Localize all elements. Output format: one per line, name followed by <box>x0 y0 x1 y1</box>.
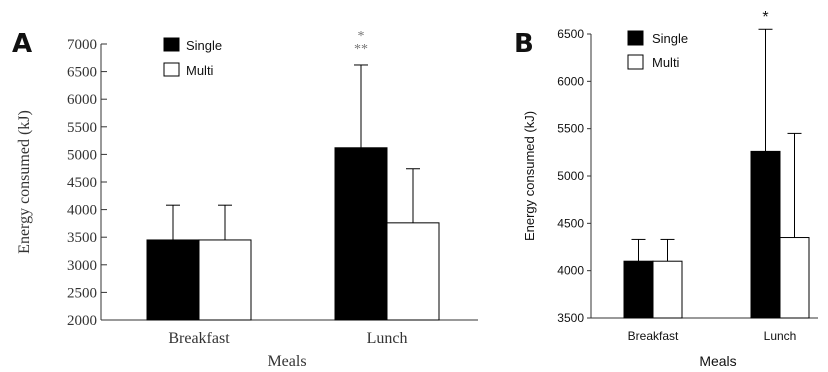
panel-a-letter: A <box>12 29 32 59</box>
panel-a-legend: Single Multi <box>163 37 222 78</box>
legend-swatch-multi <box>163 62 180 77</box>
x-category-label: Breakfast <box>628 329 679 343</box>
y-tick-label: 4000 <box>67 203 97 219</box>
legend-label-single: Single <box>652 31 688 46</box>
y-tick-label: 2000 <box>67 313 97 329</box>
y-tick-label: 6000 <box>67 92 97 108</box>
x-category-label: Lunch <box>367 330 408 347</box>
bar-multi <box>779 237 810 319</box>
panel-b-letter: B <box>514 29 534 59</box>
panel-b-marks: 3500 4000 4500 5000 5500 6000 6500 Breakfast Lun… <box>557 9 810 343</box>
x-category-label: Lunch <box>764 329 797 343</box>
bar-multi <box>652 260 683 319</box>
panel-b: B Energy consumed (kJ) Meals Single Mult… <box>514 9 818 369</box>
significance-marker: ** <box>354 42 368 57</box>
y-tick-label: 6000 <box>557 74 584 88</box>
y-tick-label: 2500 <box>67 285 97 301</box>
panel-b-legend: Single Multi <box>627 30 688 70</box>
y-tick-label: 6500 <box>557 27 584 41</box>
y-tick-label: 5500 <box>557 122 584 136</box>
legend-swatch-single <box>627 30 644 46</box>
bar-single <box>146 239 200 321</box>
significance-marker: * <box>358 29 365 44</box>
y-tick-label: 7000 <box>67 37 97 53</box>
y-tick-label: 3500 <box>67 230 97 246</box>
y-tick-label: 6500 <box>67 65 97 81</box>
y-tick-label: 3000 <box>67 258 97 274</box>
bar-single <box>750 150 781 319</box>
bar-single <box>334 147 388 321</box>
bar-multi <box>386 222 440 321</box>
legend-label-multi: Multi <box>186 63 214 78</box>
bar-single <box>623 260 654 319</box>
y-tick-label: 5000 <box>67 147 97 163</box>
y-tick-label: 4000 <box>557 264 584 278</box>
bar-multi <box>198 239 252 321</box>
legend-swatch-single <box>163 37 180 52</box>
y-tick-label: 5500 <box>67 120 97 136</box>
panel-a: A Energy consumed (kJ) Meals Single Mult… <box>12 29 478 370</box>
panel-a-y-axis-label: Energy consumed (kJ) <box>16 110 33 254</box>
x-category-label: Breakfast <box>168 330 230 347</box>
y-tick-label: 3500 <box>557 311 584 325</box>
panel-b-y-axis-label: Energy consumed (kJ) <box>522 111 537 241</box>
legend-label-single: Single <box>186 38 222 53</box>
panel-b-x-axis-label: Meals <box>699 353 736 369</box>
legend-swatch-multi <box>627 54 644 70</box>
significance-marker: * <box>762 9 768 26</box>
panel-a-x-axis-label: Meals <box>267 353 306 370</box>
panel-a-marks: 2000 2500 3000 3500 4000 4500 5000 5500 6000 6500… <box>67 29 440 347</box>
y-tick-label: 4500 <box>67 175 97 191</box>
y-tick-label: 4500 <box>557 216 584 230</box>
legend-label-multi: Multi <box>652 55 680 70</box>
y-tick-label: 5000 <box>557 169 584 183</box>
